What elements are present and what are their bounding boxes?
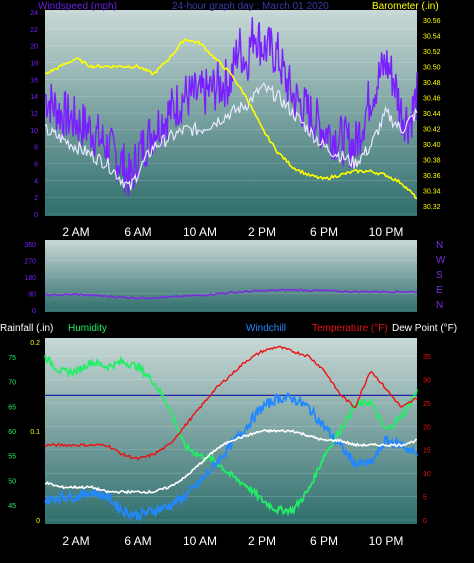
humidity-tick-label: 75 bbox=[8, 355, 16, 362]
windspeed-tick-label: 0 bbox=[34, 212, 38, 219]
humidity-tick-label: 60 bbox=[8, 429, 16, 436]
top-time-label: 10 PM bbox=[369, 225, 404, 239]
barometer-tick-label: 30.46 bbox=[423, 95, 441, 102]
humidity-tick-label: 65 bbox=[8, 404, 16, 411]
dewpoint-line bbox=[44, 428, 418, 495]
humidity-tick-label: 50 bbox=[8, 478, 16, 485]
temperature-tick-label: 30 bbox=[423, 377, 431, 384]
axes: 02468101214161820222430.3230.3430.3630.3… bbox=[8, 10, 446, 548]
temperature-tick-label: 0 bbox=[423, 518, 427, 525]
humidity-line bbox=[44, 355, 418, 517]
direction-tick-label: 0 bbox=[32, 308, 36, 315]
top-time-label: 6 AM bbox=[124, 225, 151, 239]
humidity-title: Humidity bbox=[68, 323, 107, 334]
rainfall-tick-label: 0.1 bbox=[30, 429, 40, 436]
windspeed-tick-label: 10 bbox=[30, 128, 38, 135]
temperature-line bbox=[44, 345, 418, 461]
direction-tick-label: 90 bbox=[28, 292, 36, 299]
rainfall-tick-label: 0.2 bbox=[30, 340, 40, 347]
top-time-label: 2 PM bbox=[248, 225, 276, 239]
bottom-time-label: 2 AM bbox=[62, 534, 89, 548]
windspeed-tick-label: 8 bbox=[34, 145, 38, 152]
bottom-time-label: 10 PM bbox=[369, 534, 404, 548]
barometer-tick-label: 30.48 bbox=[423, 80, 441, 87]
rainfall-tick-label: 0 bbox=[36, 518, 40, 525]
compass-label: E bbox=[436, 285, 443, 296]
humidity-tick-label: 45 bbox=[8, 503, 16, 510]
windspeed-tick-label: 20 bbox=[30, 44, 38, 51]
temperature-title: Temperature (°F) bbox=[312, 323, 388, 334]
direction-tick-label: 360 bbox=[24, 242, 36, 249]
rainfall-axis-title: Rainfall (.in) bbox=[0, 323, 53, 334]
barometer-tick-label: 30.52 bbox=[423, 49, 441, 56]
barometer-tick-label: 30.36 bbox=[423, 173, 441, 180]
windspeed-tick-label: 18 bbox=[30, 61, 38, 68]
top-time-label: 10 AM bbox=[183, 225, 217, 239]
compass-label: N bbox=[436, 300, 443, 311]
barometer-axis-title: Barometer (.in) bbox=[372, 1, 439, 12]
bottom-time-label: 6 PM bbox=[310, 534, 338, 548]
temperature-tick-label: 15 bbox=[423, 448, 431, 455]
humidity-tick-label: 55 bbox=[8, 454, 16, 461]
temperature-tick-label: 10 bbox=[423, 471, 431, 478]
temperature-tick-label: 20 bbox=[423, 424, 431, 431]
windspeed-tick-label: 22 bbox=[30, 27, 38, 34]
compass-label: N bbox=[436, 240, 443, 251]
barometer-tick-label: 30.44 bbox=[423, 111, 441, 118]
bottom-time-label: 2 PM bbox=[248, 534, 276, 548]
barometer-tick-label: 30.54 bbox=[423, 33, 441, 40]
direction-tick-label: 180 bbox=[24, 275, 36, 282]
humidity-tick-label: 70 bbox=[8, 380, 16, 387]
chart-marks bbox=[44, 17, 418, 523]
windspeed-axis-title: Windspeed (mph) bbox=[38, 1, 117, 12]
windspeed-tick-label: 4 bbox=[34, 178, 38, 185]
top-time-label: 2 AM bbox=[62, 225, 89, 239]
windspeed-avg-line bbox=[44, 82, 418, 191]
windspeed-tick-label: 6 bbox=[34, 162, 38, 169]
windspeed-tick-label: 24 bbox=[30, 10, 38, 17]
barometer-line bbox=[44, 38, 418, 200]
barometer-tick-label: 30.40 bbox=[423, 142, 441, 149]
top-time-label: 6 PM bbox=[310, 225, 338, 239]
windspeed-line bbox=[44, 17, 418, 197]
compass-label: W bbox=[436, 255, 446, 266]
temperature-tick-label: 25 bbox=[423, 401, 431, 408]
bottom-time-label: 10 AM bbox=[183, 534, 217, 548]
windchill-title: Windchill bbox=[246, 323, 286, 334]
temperature-tick-label: 5 bbox=[423, 495, 427, 502]
windspeed-tick-label: 12 bbox=[30, 111, 38, 118]
temperature-tick-label: 35 bbox=[423, 354, 431, 361]
windspeed-tick-label: 2 bbox=[34, 195, 38, 202]
barometer-tick-label: 30.56 bbox=[423, 18, 441, 25]
direction-tick-label: 270 bbox=[24, 259, 36, 266]
direction-panel-bg bbox=[45, 240, 417, 312]
windspeed-tick-label: 16 bbox=[30, 77, 38, 84]
dewpoint-title: Dew Point (°F) bbox=[392, 323, 457, 334]
barometer-tick-label: 30.42 bbox=[423, 127, 441, 134]
wind-direction-line bbox=[44, 288, 418, 300]
barometer-tick-label: 30.34 bbox=[423, 189, 441, 196]
graph-date-title: 24-hour graph day : March 01 2020 bbox=[172, 1, 329, 12]
bottom-time-label: 6 AM bbox=[124, 534, 151, 548]
barometer-tick-label: 30.50 bbox=[423, 64, 441, 71]
windspeed-tick-label: 14 bbox=[30, 94, 38, 101]
barometer-tick-label: 30.32 bbox=[423, 204, 441, 211]
compass-label: S bbox=[436, 270, 443, 281]
barometer-tick-label: 30.38 bbox=[423, 158, 441, 165]
